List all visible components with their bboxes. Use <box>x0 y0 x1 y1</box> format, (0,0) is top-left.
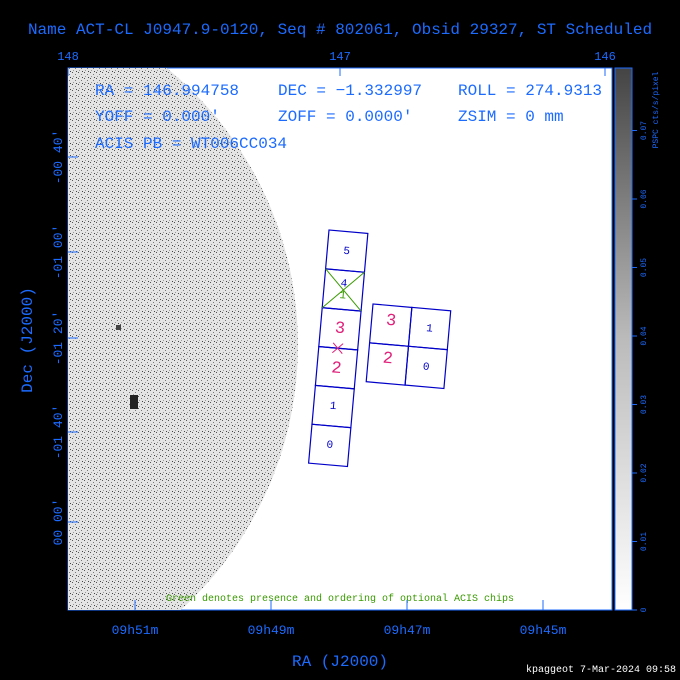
zsim: ZSIM = 0 mm <box>458 108 564 126</box>
ra: RA = 146.994758 <box>95 82 239 100</box>
colorbar-label: 0.04 <box>640 326 649 345</box>
chip-label: 5 <box>343 246 351 259</box>
colorbar-label: 0.03 <box>640 395 649 414</box>
y-tick-label: -00 40' <box>51 130 66 185</box>
optional-chip-order: 1 <box>339 290 347 303</box>
x-axis-title: RA (J2000) <box>292 653 388 671</box>
acis-pb: ACIS PB = WT006CC034 <box>95 135 287 153</box>
y-tick-label: -01 00' <box>51 225 66 280</box>
x-tick-label: 09h45m <box>520 623 567 638</box>
title: Name ACT-CL J0947.9-0120, Seq # 802061, … <box>28 21 652 39</box>
colorbar-label: 0.01 <box>640 532 649 551</box>
chip-label: 0 <box>422 362 430 375</box>
chip-label: 3 <box>334 319 346 339</box>
axes: 148 147 146 09h51m 09h49m 09h47m 09h45m -00 40'… <box>51 50 649 638</box>
colorbar-label: 0.06 <box>640 189 649 208</box>
i-array: 5 4 1 3 2 1 0 <box>307 229 369 468</box>
colorbar-label: 0.07 <box>640 121 649 140</box>
x-tick-label: 09h49m <box>248 623 295 638</box>
footer: kpaggeot 7-Mar-2024 09:58 <box>526 664 676 676</box>
yoff: YOFF = 0.000' <box>95 108 220 126</box>
chip-label: 4 <box>340 278 348 291</box>
pspc-image <box>68 68 298 610</box>
y-tick-label: -01 20' <box>51 311 66 366</box>
colorbar <box>614 67 633 611</box>
top-tick-label: 146 <box>594 50 616 64</box>
info-block: RA = 146.994758 DEC = −1.332997 ROLL = 2… <box>95 82 602 153</box>
top-tick-label: 147 <box>329 50 351 64</box>
chip-label: 2 <box>382 350 394 370</box>
y-tick-label: 00 00' <box>51 499 66 546</box>
colorbar-label: 0 <box>640 607 649 612</box>
s-array: 3 1 2 0 <box>365 303 452 390</box>
colorbar-title: PSPC cts/s/pixel <box>652 71 661 148</box>
colorbar-label: 0.05 <box>640 258 649 277</box>
x-tick-label: 09h51m <box>112 623 159 638</box>
dec: DEC = −1.332997 <box>278 82 422 100</box>
note: Green denotes presence and ordering of o… <box>166 593 514 605</box>
chip-label: 1 <box>329 401 337 414</box>
chip-label: 1 <box>426 323 434 336</box>
x-tick-label: 09h47m <box>384 623 431 638</box>
top-tick-label: 148 <box>57 50 79 64</box>
chip-label: 0 <box>326 440 334 453</box>
y-axis-title: Dec (J2000) <box>19 287 37 393</box>
zoff: ZOFF = 0.0000' <box>278 108 412 126</box>
roll: ROLL = 274.9313 <box>458 82 602 100</box>
colorbar-label: 0.02 <box>640 463 649 482</box>
chip-label: 3 <box>385 312 397 332</box>
y-tick-label: -01 40' <box>51 405 66 460</box>
chip-label: 2 <box>330 359 342 379</box>
